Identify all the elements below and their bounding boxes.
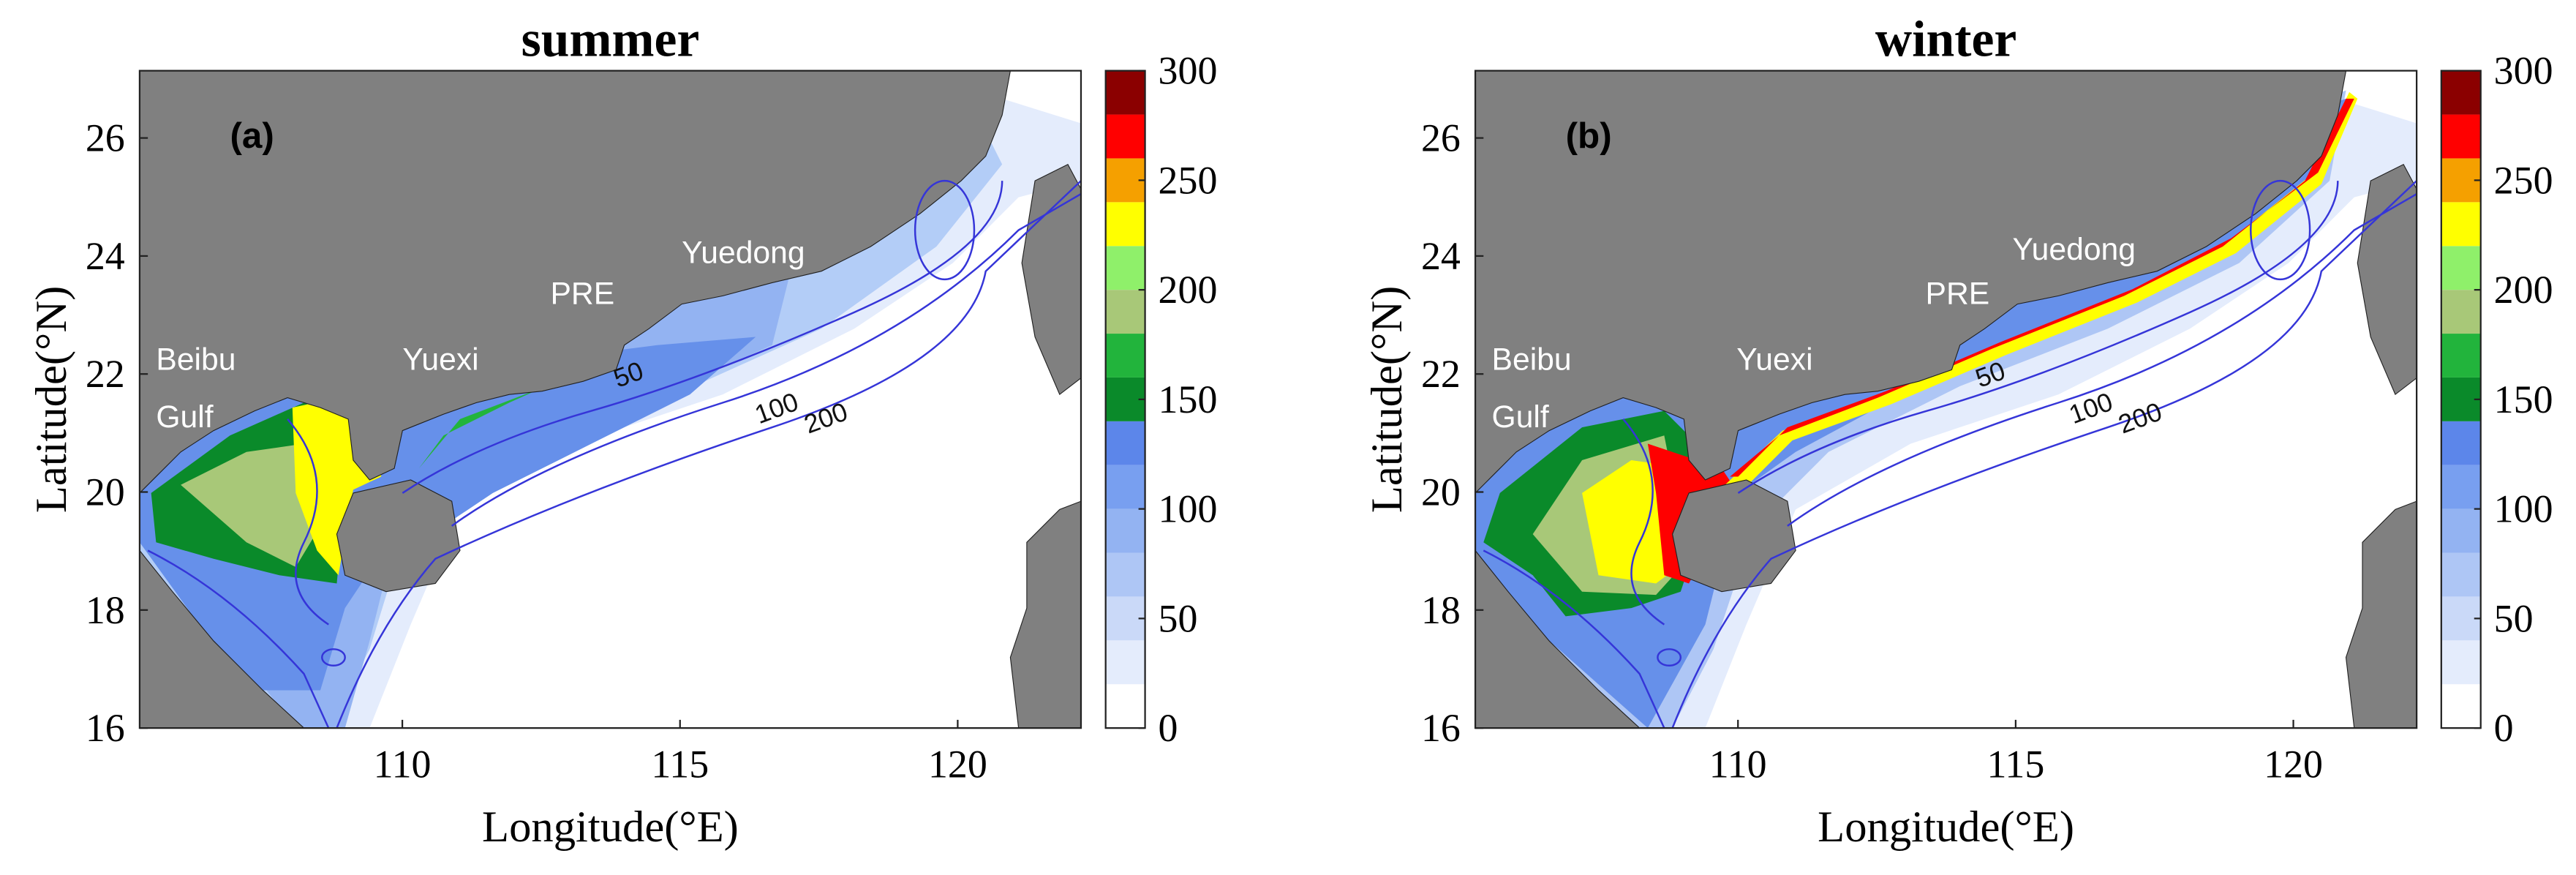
y-tick-label: 26 [86, 116, 125, 160]
panel-label: (a) [230, 116, 274, 156]
colorbar-band [2441, 202, 2481, 247]
colorbar-band [2441, 114, 2481, 159]
place-label: PRE [550, 277, 614, 312]
colorbar-tick-label: 150 [1159, 378, 1218, 421]
colorbar-tick-label: 50 [1159, 596, 1198, 640]
x-tick-label: 120 [2264, 743, 2323, 786]
x-axis-label: Longitude(°E) [1818, 803, 2074, 852]
axes-frame [138, 70, 1082, 729]
colorbar-band [1105, 596, 1145, 641]
colorbar-band [1105, 246, 1145, 290]
place-label: PRE [1926, 277, 1990, 312]
y-tick-label: 24 [86, 234, 125, 278]
y-tick-label: 26 [1421, 116, 1461, 160]
colorbar-band [1105, 684, 1145, 729]
colorbar-band [2441, 334, 2481, 378]
colorbar-tick-label: 100 [1159, 487, 1218, 531]
y-tick-label: 20 [1421, 470, 1461, 514]
colorbar-band [1105, 114, 1145, 159]
colorbar-tick-label: 50 [2494, 596, 2534, 640]
y-tick-label: 16 [1421, 706, 1461, 750]
panel-label: (b) [1566, 116, 1612, 156]
colorbar-band [2441, 640, 2481, 685]
y-tick-label: 22 [1421, 352, 1461, 396]
colorbar-band [2441, 552, 2481, 597]
colorbar-band [2441, 290, 2481, 334]
colorbar-tick-label: 300 [1159, 49, 1218, 93]
place-label: Beibu [156, 342, 236, 377]
x-tick-label: 120 [928, 743, 987, 786]
place-label: Gulf [1492, 399, 1549, 435]
colorbar-band [1105, 508, 1145, 553]
place-label: Yuedong [682, 235, 805, 270]
colorbar-band [1105, 377, 1145, 421]
colorbar-band [2441, 508, 2481, 553]
y-tick-label: 18 [86, 588, 125, 632]
colorbar-tick-label: 100 [2494, 487, 2553, 531]
colorbar-tick-label: 250 [1159, 158, 1218, 202]
colorbar-tick-label: 0 [1159, 706, 1178, 750]
panel-title: summer [521, 11, 700, 67]
y-tick-label: 18 [1421, 588, 1461, 632]
place-label: Beibu [1492, 342, 1572, 377]
colorbar-band [2441, 684, 2481, 729]
colorbar-band [1105, 421, 1145, 465]
colorbar-band [1105, 640, 1145, 685]
colorbar-tick-label: 0 [2494, 706, 2514, 750]
panel-title: winter [1875, 11, 2016, 67]
panel-winter: BeibuGulfYuexiPREYuedong50100200(b)winte… [1363, 11, 2553, 852]
y-tick-label: 22 [86, 352, 125, 396]
colorbar-band [2441, 421, 2481, 465]
place-label: Yuexi [402, 342, 478, 377]
y-axis-label: Latitude(°N) [1363, 286, 1412, 513]
colorbar-band [2441, 465, 2481, 509]
colorbar-tick-label: 200 [2494, 268, 2553, 312]
place-label: Gulf [156, 399, 213, 435]
colorbar-band [1105, 552, 1145, 597]
x-tick-label: 115 [1986, 743, 2044, 786]
x-tick-label: 115 [651, 743, 709, 786]
y-tick-label: 24 [1421, 234, 1461, 278]
panel-summer: BeibuGulfYuexiPREYuedong50100200(a)summe… [27, 11, 1218, 852]
x-tick-label: 110 [374, 743, 432, 786]
colorbar-tick-label: 150 [2494, 378, 2553, 421]
colorbar-band [1105, 334, 1145, 378]
colorbar-band [1105, 202, 1145, 247]
colorbar-band [1105, 70, 1145, 115]
colorbar-tick-label: 300 [2494, 49, 2553, 93]
colorbar-band [1105, 465, 1145, 509]
colorbar-band [2441, 70, 2481, 115]
colorbar-band [1105, 290, 1145, 334]
axes-frame [1474, 70, 2418, 729]
x-axis-label: Longitude(°E) [482, 803, 739, 852]
colorbar-tick-label: 200 [1159, 268, 1218, 312]
colorbar-tick-label: 250 [2494, 158, 2553, 202]
colorbar-band [1105, 158, 1145, 203]
place-label: Yuexi [1736, 342, 1812, 377]
colorbar-band [2441, 246, 2481, 290]
x-tick-label: 110 [1709, 743, 1767, 786]
y-tick-label: 20 [86, 470, 125, 514]
place-label: Yuedong [2013, 232, 2136, 267]
y-tick-label: 16 [86, 706, 125, 750]
y-axis-label: Latitude(°N) [27, 286, 76, 513]
